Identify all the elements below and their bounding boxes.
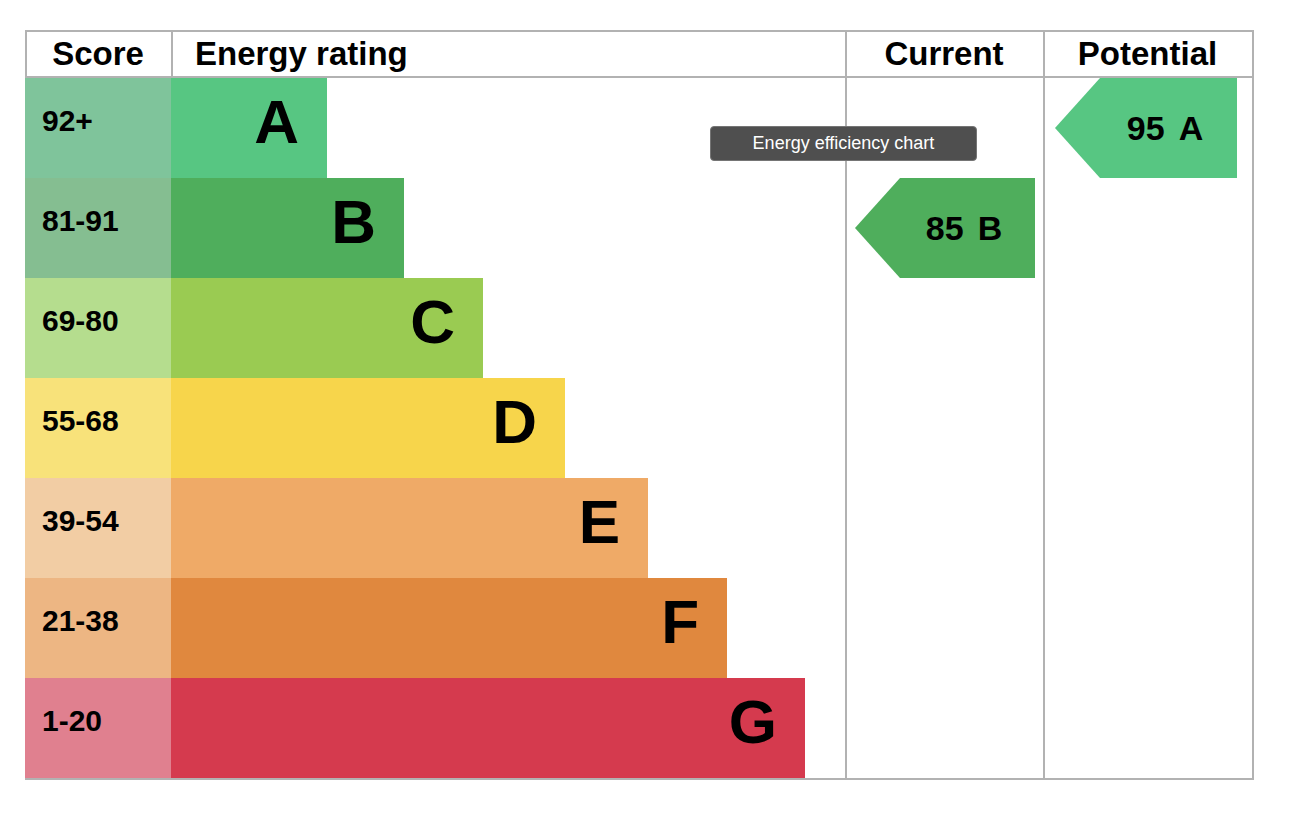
current-band: B: [978, 209, 1003, 248]
score-cell: 39-54: [25, 478, 171, 578]
rating-bar: E: [171, 478, 648, 578]
band-letter: G: [729, 691, 777, 753]
energy-efficiency-chart-page: Score Energy rating Current Potential 92…: [0, 0, 1298, 828]
rating-bar: B: [171, 178, 404, 278]
current-score: 85: [926, 209, 964, 248]
header-current: Current: [845, 32, 1043, 76]
energy-efficiency-chart[interactable]: Score Energy rating Current Potential 92…: [25, 30, 1254, 780]
header-score: Score: [25, 32, 171, 76]
rating-bar: D: [171, 378, 565, 478]
table-bottom-border: [25, 778, 1254, 780]
band-letter: F: [661, 591, 699, 653]
band-row-f: 21-38 F: [25, 578, 1254, 678]
rating-bar: A: [171, 78, 327, 178]
band-row-d: 55-68 D: [25, 378, 1254, 478]
band-letter: E: [579, 491, 620, 553]
rating-bar: G: [171, 678, 805, 778]
band-row-g: 1-20 G: [25, 678, 1254, 778]
header-potential: Potential: [1043, 32, 1252, 76]
score-cell: 69-80: [25, 278, 171, 378]
band-letter: D: [492, 391, 537, 453]
score-cell: 55-68: [25, 378, 171, 478]
score-cell: 81-91: [25, 178, 171, 278]
score-cell: 92+: [25, 78, 171, 178]
header-energy-rating: Energy rating: [171, 32, 845, 76]
band-letter: B: [331, 191, 376, 253]
band-rows: 92+ A 81-91 B 69-80 C 55-68 D: [25, 78, 1254, 778]
band-letter: A: [254, 91, 299, 153]
rating-bar: F: [171, 578, 727, 678]
band-letter: C: [410, 291, 455, 353]
chart-tooltip: Energy efficiency chart: [710, 126, 977, 161]
rating-bar: C: [171, 278, 483, 378]
band-row-b: 81-91 B: [25, 178, 1254, 278]
potential-score: 95: [1127, 109, 1165, 148]
score-cell: 1-20: [25, 678, 171, 778]
score-cell: 21-38: [25, 578, 171, 678]
tooltip-text: Energy efficiency chart: [753, 133, 935, 154]
band-row-c: 69-80 C: [25, 278, 1254, 378]
potential-band: A: [1179, 109, 1204, 148]
band-row-e: 39-54 E: [25, 478, 1254, 578]
